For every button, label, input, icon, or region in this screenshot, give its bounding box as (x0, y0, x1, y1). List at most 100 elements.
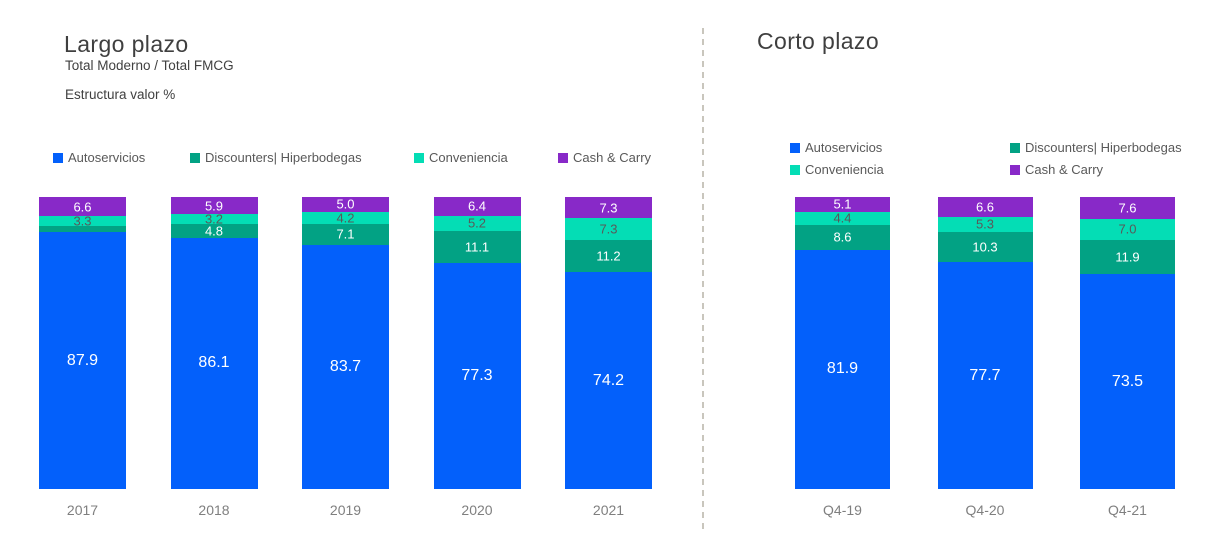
value-label: 11.1 (464, 239, 490, 255)
legend-label: Discounters| Hiperbodegas (1025, 140, 1182, 155)
value-label: 5.9 (204, 198, 224, 214)
value-label: 81.9 (826, 360, 859, 378)
stacked-bar-plot-largo-plazo: 6.6 3.3 87.9 5.9 3.2 4.8 86.1 5.0 4.2 7.1 83.7 6.4 5… (39, 197, 652, 489)
legend-label: Autoservicios (68, 150, 146, 165)
value-label: 7.6 (1118, 200, 1137, 216)
segment-cash-carry-q4-20: 6.6 (937, 197, 1033, 217)
legend-swatch-conveniencia (790, 164, 800, 175)
value-label: 4.4 (833, 210, 852, 226)
x-tick-label-2017: 2017 (66, 502, 99, 518)
value-label: 6.6 (73, 199, 92, 215)
segment-cash-carry-2021: 7.3 (565, 197, 652, 219)
segment-discounters-hiperbodegas-q4-19: 8.6 (795, 224, 890, 250)
value-label: 5.0 (336, 196, 355, 212)
value-label: 11.2 (596, 248, 621, 264)
legend-item-discounters-hiperbodegas: Discounters| Hiperbodegas (1010, 140, 1182, 155)
segment-autoservicios-q4-21: 73.5 (1080, 274, 1175, 489)
segment-cash-carry-2017: 6.6 (39, 197, 126, 217)
legend-label: Cash & Carry (573, 150, 652, 165)
bar-q4-20: 6.6 5.3 10.3 77.7 (937, 197, 1033, 489)
bar-q4-21: 7.6 7.0 11.9 73.5 (1080, 197, 1175, 489)
legend-label: Conveniencia (805, 162, 884, 177)
segment-cash-carry-q4-21: 7.6 (1080, 197, 1175, 220)
segment-discounters-hiperbodegas-2020: 11.1 (433, 230, 521, 264)
segment-conveniencia-2020: 5.2 (433, 215, 521, 231)
bar-2021: 7.3 7.3 11.2 74.2 (565, 197, 652, 489)
legend-label: Conveniencia (429, 150, 508, 165)
segment-discounters-hiperbodegas-2019: 7.1 (302, 223, 389, 245)
x-tick-label-q4-19: Q4-19 (823, 502, 862, 518)
largo-plazo-panel: Largo plazo Total Moderno / Total FMCG E… (39, 31, 652, 518)
legend-item-conveniencia: Conveniencia (790, 162, 1010, 177)
legend-swatch-discounters-hiperbodegas (1010, 142, 1020, 153)
value-label: 3.2 (204, 211, 224, 227)
segment-discounters-hiperbodegas-2021: 11.2 (565, 239, 652, 273)
segment-conveniencia-2018: 3.2 (170, 211, 258, 227)
segment-conveniencia-q4-21: 7.0 (1080, 219, 1175, 240)
stacked-bar-plot-corto-plazo: 5.1 4.4 8.6 81.9 6.6 5.3 10.3 77.7 7.6 7.0 11.9 73.… (795, 197, 1175, 489)
legend-label: Cash & Carry (1025, 162, 1104, 177)
legend-item-autoservicios: Autoservicios (53, 150, 190, 165)
value-label: 6.4 (467, 198, 487, 214)
value-label: 7.0 (1118, 221, 1137, 237)
bar-2020: 6.4 5.2 11.1 77.3 (433, 197, 521, 489)
value-label: 10.3 (972, 239, 998, 255)
legend-label: Discounters| Hiperbodegas (205, 150, 362, 165)
x-tick-label-2019: 2019 (329, 502, 362, 518)
legend-item-conveniencia: Conveniencia (414, 150, 558, 165)
legend-item-autoservicios: Autoservicios (790, 140, 1010, 155)
segment-autoservicios-q4-20: 77.7 (937, 262, 1033, 489)
value-label: 83.7 (329, 357, 362, 375)
segment-conveniencia-2017: 3.3 (39, 213, 126, 229)
segment-conveniencia-q4-19: 4.4 (795, 212, 890, 225)
legend-item-cash-carry: Cash & Carry (558, 150, 651, 165)
legend-swatch-discounters-hiperbodegas (190, 152, 200, 163)
segment-discounters-hiperbodegas-q4-21: 11.9 (1080, 239, 1175, 275)
value-label: 4.2 (336, 210, 355, 226)
bar-2018: 5.9 3.2 4.8 86.1 (170, 197, 258, 489)
value-label: 87.9 (66, 351, 99, 369)
segment-autoservicios-2018: 86.1 (170, 237, 258, 489)
x-axis-corto-plazo: Q4-19 Q4-20 Q4-21 (795, 502, 1175, 518)
legend-largo-plazo: Autoservicios Discounters| Hiperbodegas Co… (53, 150, 651, 165)
segment-conveniencia-q4-20: 5.3 (937, 216, 1033, 233)
segment-cash-carry-2018: 5.9 (170, 197, 258, 215)
segment-autoservicios-q4-19: 81.9 (795, 249, 890, 489)
bar-q4-19: 5.1 4.4 8.6 81.9 (795, 197, 890, 489)
value-label: 7.1 (336, 226, 355, 242)
legend-item-cash-carry: Cash & Carry (1010, 162, 1182, 177)
segment-cash-carry-2019: 5.0 (302, 197, 389, 212)
bar-2017: 6.6 3.3 87.9 (39, 197, 126, 489)
value-label: 74.2 (592, 371, 625, 389)
bar-2019: 5.0 4.2 7.1 83.7 (302, 197, 389, 489)
chart-metric-label: Estructura valor % (65, 87, 176, 102)
segment-discounters-hiperbodegas-q4-20: 10.3 (937, 232, 1033, 263)
legend-swatch-autoservicios (53, 152, 63, 163)
legend-swatch-cash-carry (558, 152, 568, 163)
legend-swatch-cash-carry (1010, 164, 1020, 175)
x-axis-largo-plazo: 2017 2018 2019 2020 2021 (39, 502, 652, 518)
legend-swatch-conveniencia (414, 152, 424, 163)
value-label: 11.9 (1115, 249, 1140, 265)
value-label: 8.6 (833, 229, 852, 245)
chart-title-corto-plazo: Corto plazo (757, 28, 880, 55)
legend-label: Autoservicios (805, 140, 883, 155)
x-tick-label-2020: 2020 (461, 502, 493, 518)
segment-conveniencia-2019: 4.2 (302, 210, 389, 226)
value-label: 86.1 (198, 354, 230, 372)
value-label: 77.3 (461, 367, 493, 385)
segment-discounters-hiperbodegas-2017 (39, 225, 126, 233)
segment-autoservicios-2021: 74.2 (565, 272, 652, 489)
value-label: 7.3 (599, 221, 618, 237)
panel-divider (702, 28, 704, 533)
segment-conveniencia-2021: 7.3 (565, 218, 652, 240)
value-label: 77.7 (969, 366, 1001, 384)
segment-discounters-hiperbodegas-2018: 4.8 (170, 223, 258, 238)
value-label: 3.3 (73, 213, 92, 229)
legend-swatch-autoservicios (790, 142, 800, 153)
segment-autoservicios-2017: 87.9 (39, 232, 126, 489)
x-tick-label-q4-21: Q4-21 (1108, 502, 1147, 518)
chart-title-largo-plazo: Largo plazo (64, 31, 189, 58)
value-label: 5.3 (975, 216, 995, 232)
x-tick-label-2018: 2018 (198, 502, 230, 518)
